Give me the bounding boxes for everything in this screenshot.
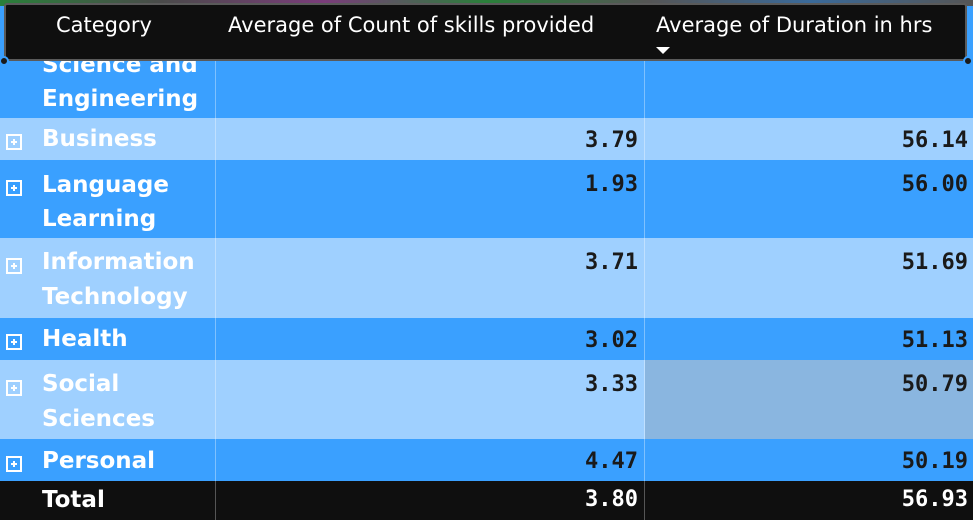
selected-cell[interactable] [645,360,973,439]
duration-value: 51.13 [901,328,968,353]
column-divider [644,439,645,481]
expand-icon[interactable] [6,334,22,350]
total-row: Total 3.80 56.93 [0,481,973,520]
table-row[interactable]: Social Sciences 3.33 50.79 [0,360,973,439]
column-divider [215,318,216,360]
row-category-label: Business [42,126,157,152]
duration-value: 50.79 [901,372,968,397]
column-divider [215,238,216,318]
skills-value: 3.33 [585,372,638,397]
column-divider [644,360,645,439]
table-row[interactable]: Health 3.02 51.13 [0,318,973,360]
column-divider [644,60,645,118]
expand-icon[interactable] [6,380,22,396]
column-header-skills[interactable]: Average of Count of skills provided [228,13,595,37]
resize-handle-icon[interactable] [963,56,973,66]
column-divider [644,160,645,238]
expand-icon[interactable] [6,258,22,274]
column-divider [644,118,645,160]
column-header-category[interactable]: Category [56,13,152,37]
expand-icon[interactable] [6,134,22,150]
row-category-label: Technology [42,284,188,310]
row-category-label: Personal [42,448,156,474]
resize-handle-icon[interactable] [0,56,9,66]
row-category-label: Health [42,326,128,352]
table-row[interactable]: Personal 4.47 50.19 [0,439,973,481]
column-divider [644,481,645,520]
skills-value: 3.79 [585,128,638,153]
table-row[interactable]: Information Technology 3.71 51.69 [0,238,973,318]
skills-value: 4.47 [585,449,638,474]
total-skills-value: 3.80 [585,487,638,512]
table-row[interactable]: Business 3.79 56.14 [0,118,973,160]
sort-descending-icon[interactable] [656,47,670,54]
table-row[interactable]: Science and Engineering [0,52,973,118]
column-divider [644,318,645,360]
skills-value: 1.93 [585,172,638,197]
expand-icon[interactable] [6,180,22,196]
column-header-duration[interactable]: Average of Duration in hrs [656,13,933,37]
row-category-label: Sciences [42,406,155,432]
column-divider [215,160,216,238]
expand-icon[interactable] [6,456,22,472]
duration-value: 51.69 [901,250,968,275]
skills-value: 3.71 [585,250,638,275]
column-divider [215,360,216,439]
row-category-label: Information [42,249,195,275]
column-divider [215,60,216,118]
duration-value: 56.00 [901,172,968,197]
table-row[interactable]: Language Learning 1.93 56.00 [0,160,973,238]
column-divider [215,481,216,520]
row-category-label: Language [42,172,169,198]
column-divider [215,118,216,160]
skills-value: 3.02 [585,328,638,353]
table-header: Category Average of Count of skills prov… [4,3,967,61]
total-duration-value: 56.93 [901,487,968,512]
total-label: Total [42,487,105,513]
row-category-label: Social [42,371,120,397]
duration-value: 56.14 [901,128,968,153]
column-divider [215,439,216,481]
row-category-label: Learning [42,206,157,232]
column-divider [644,238,645,318]
row-category-label: Engineering [42,86,199,112]
duration-value: 50.19 [901,449,968,474]
